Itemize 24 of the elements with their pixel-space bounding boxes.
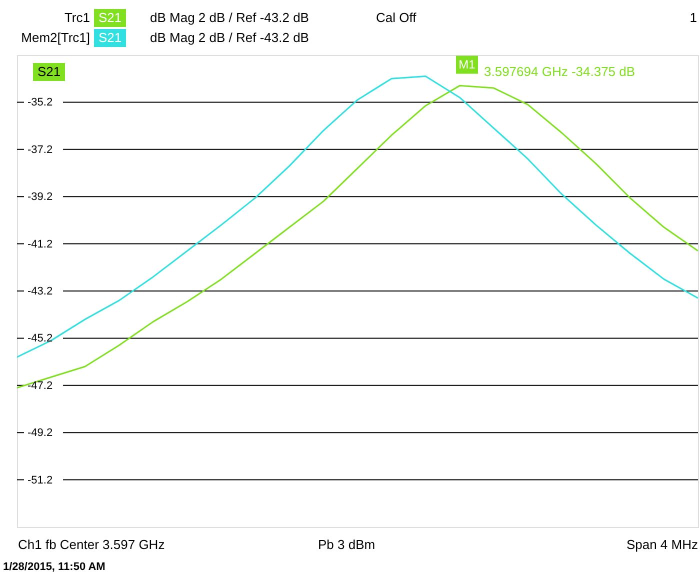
annotation: M1	[458, 58, 476, 72]
text: Cal Off	[376, 10, 417, 25]
y-tick-label: -51.2	[28, 474, 53, 486]
text: 1	[690, 10, 697, 25]
y-tick-label: -37.2	[28, 144, 53, 156]
legend-label: Trc1	[64, 10, 90, 25]
annotation: S21	[37, 64, 61, 79]
text: Pb 3 dBm	[318, 537, 376, 552]
text: dB Mag 2 dB / Ref -43.2 dB	[150, 30, 309, 45]
y-tick-label: -41.2	[28, 238, 53, 250]
text: S21	[98, 10, 122, 25]
text: dB Mag 2 dB / Ref -43.2 dB	[150, 10, 309, 25]
y-tick-label: -45.2	[28, 332, 53, 345]
y-tick-label: -47.2	[28, 380, 53, 392]
y-tick-label: -49.2	[28, 427, 53, 440]
text: Span 4 MHz	[626, 537, 698, 552]
y-tick-label: -39.2	[28, 191, 53, 204]
y-tick-label: -43.2	[28, 286, 53, 298]
legend-label: Mem2[Trc1]	[21, 30, 90, 45]
text: 1/28/2015, 11:50 AM	[3, 561, 106, 573]
text: S21	[98, 30, 122, 45]
annotation: 3.597694 GHz -34.375 dB	[484, 64, 636, 79]
text: Ch1 fb Center 3.597 GHz	[18, 537, 165, 552]
y-tick-label: -35.2	[28, 96, 53, 109]
